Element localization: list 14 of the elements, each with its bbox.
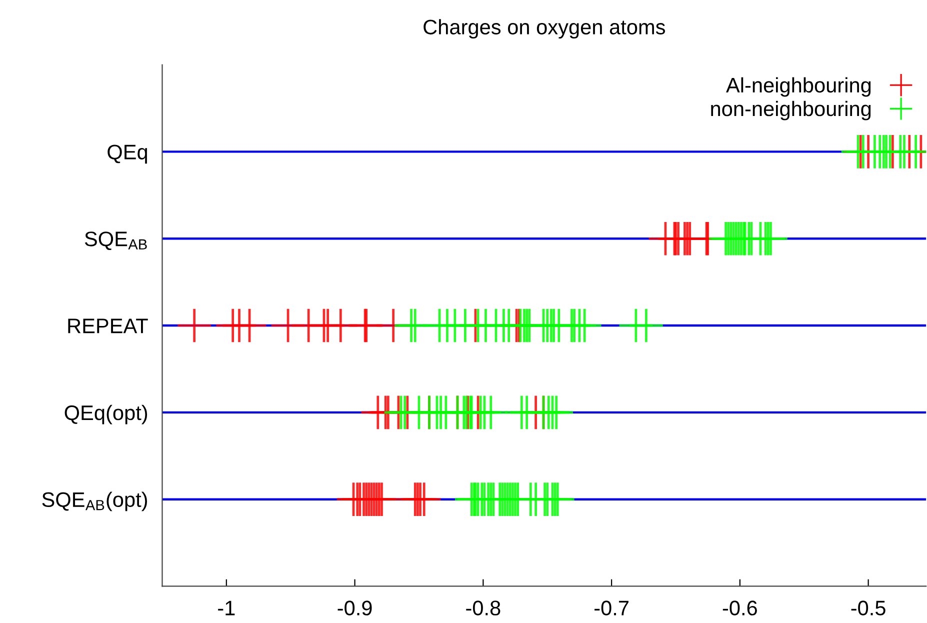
x-tick-label: -1 [218,600,235,616]
x-tick-label: -0.7 [594,600,628,616]
y-tick-label: QEq(opt) [64,404,148,424]
x-tick-label: -0.9 [338,600,372,616]
legend-label: non-neighbouring [711,100,871,120]
y-tick-label: SQE$_{AB}$(opt) [42,492,147,512]
chart-title: Charges on oxygen atoms [424,19,666,39]
x-tick-label: -0.5 [851,600,886,616]
y-tick-label: QEq [108,144,148,164]
x-tick-label: -0.6 [722,600,757,616]
legend-label: Al-neighbouring [726,77,871,97]
x-tick-label: -0.8 [466,600,500,616]
y-tick-label: SQE$_{AB}$ [84,232,147,250]
y-tick-label: REPEAT [68,318,148,334]
